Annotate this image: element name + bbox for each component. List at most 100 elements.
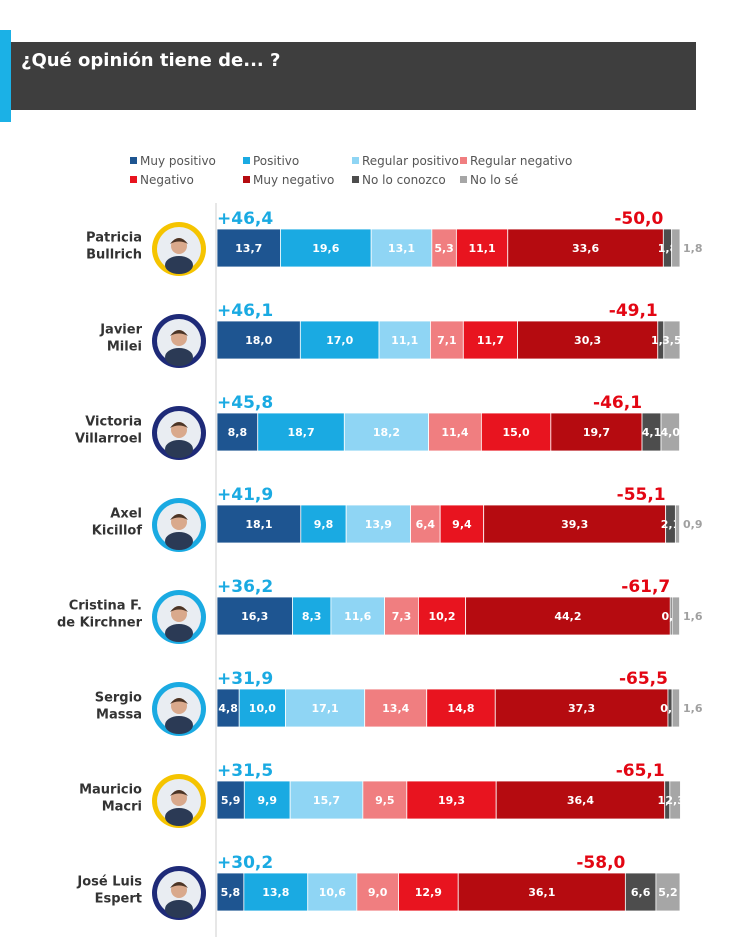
bar-segment (384, 596, 419, 636)
bar-segment (307, 872, 358, 912)
negative-total: -65,1 (616, 761, 665, 781)
data-label: 11,4 (441, 426, 468, 439)
avatar-body (165, 348, 193, 366)
data-label: 16,3 (241, 610, 268, 623)
positive-total: +30,2 (217, 853, 273, 873)
negative-total: -50,0 (614, 209, 663, 229)
bar-segment (370, 228, 433, 268)
negative-total: -58,0 (576, 853, 625, 873)
data-label: 5,3 (434, 242, 454, 255)
data-label: 19,3 (438, 794, 465, 807)
data-label: 11,7 (477, 334, 504, 347)
data-label: 18,7 (287, 426, 314, 439)
data-label: 12,9 (415, 886, 442, 899)
positive-total: +41,9 (217, 485, 273, 505)
legend-label: Regular negativo (470, 154, 573, 168)
data-label: 33,6 (572, 242, 599, 255)
legend-swatch (243, 176, 250, 183)
legend-label: Muy negativo (253, 173, 335, 187)
data-label: 4,8 (218, 702, 238, 715)
avatar-hair (170, 330, 188, 336)
data-label: 13,8 (262, 886, 289, 899)
avatar-face (171, 698, 187, 714)
negative-total: -61,7 (621, 577, 670, 597)
bar-segment (674, 504, 680, 544)
negative-total: -46,1 (593, 393, 642, 413)
data-label: 9,8 (314, 518, 334, 531)
legend-label: Muy positivo (140, 154, 216, 168)
data-label: 6,4 (416, 518, 436, 531)
candidate-name: Cristina F. (69, 599, 142, 614)
avatar-hair (170, 422, 188, 428)
header-bar: ¿Qué opinión tiene de... ? (11, 42, 696, 110)
data-label: 15,0 (503, 426, 530, 439)
data-label: 17,0 (326, 334, 353, 347)
data-label: 1,8 (683, 242, 703, 255)
avatar-face (171, 606, 187, 622)
legend-item: No lo sé (460, 173, 518, 187)
legend-item: Regular negativo (460, 154, 572, 168)
avatar-hair (170, 882, 188, 888)
data-label: 0,9 (683, 518, 703, 531)
legend-swatch (352, 176, 359, 183)
candidate-name: Mauricio (79, 783, 142, 798)
header-accent (0, 30, 11, 122)
data-label: 8,8 (228, 426, 248, 439)
bar-segment (483, 504, 667, 544)
data-label: 3,5 (662, 334, 682, 347)
data-label: 44,2 (554, 610, 581, 623)
bar-segment (345, 504, 411, 544)
legend-swatch (460, 157, 467, 164)
legend-label: Positivo (253, 154, 300, 168)
positive-total: +31,9 (217, 669, 273, 689)
positive-total: +31,5 (217, 761, 273, 781)
avatar-face (171, 330, 187, 346)
bar-segment (671, 688, 680, 728)
bar-segment (292, 596, 332, 636)
bar-segment (216, 872, 245, 912)
bar-segment (430, 320, 464, 360)
data-label: 5,9 (221, 794, 241, 807)
candidate-name: Patricia (86, 231, 142, 246)
avatar-body (165, 716, 193, 734)
candidate-name: Axel (110, 507, 142, 522)
bar-segment (431, 228, 457, 268)
candidate-name: Macri (102, 800, 142, 815)
bar-segment (663, 320, 681, 360)
data-label: 1,6 (683, 702, 703, 715)
legend-item: Muy negativo (243, 173, 334, 187)
bar-segment (660, 412, 680, 452)
bar-segment (398, 872, 459, 912)
avatar-hair (170, 514, 188, 520)
bar-segment (517, 320, 659, 360)
bar-segment (285, 688, 366, 728)
data-label: 9,5 (375, 794, 395, 807)
avatar-face (171, 238, 187, 254)
data-label: 19,6 (312, 242, 339, 255)
legend-item: Positivo (243, 154, 299, 168)
data-label: 13,4 (382, 702, 409, 715)
page-title: ¿Qué opinión tiene de... ? (21, 50, 281, 71)
data-label: 6,6 (631, 886, 651, 899)
data-label: 5,2 (658, 886, 678, 899)
data-label: 18,0 (245, 334, 272, 347)
candidate-name: Sergio (95, 691, 142, 706)
data-label: 7,1 (437, 334, 457, 347)
data-label: 11,6 (344, 610, 371, 623)
candidate-name: Victoria (85, 415, 142, 430)
data-label: 10,0 (249, 702, 276, 715)
data-label: 5,8 (221, 886, 241, 899)
legend-item: Muy positivo (130, 154, 216, 168)
candidate-name: Villarroel (75, 432, 142, 447)
avatar-face (171, 514, 187, 530)
bar-segment (216, 504, 302, 544)
data-label: 36,1 (528, 886, 555, 899)
bar-segment (439, 504, 485, 544)
candidate-name: Espert (95, 892, 142, 907)
bar-segment (624, 872, 657, 912)
bar-segment (495, 780, 666, 820)
bar-segment (216, 320, 301, 360)
bar-segment (216, 228, 281, 268)
bar-segment (455, 228, 509, 268)
